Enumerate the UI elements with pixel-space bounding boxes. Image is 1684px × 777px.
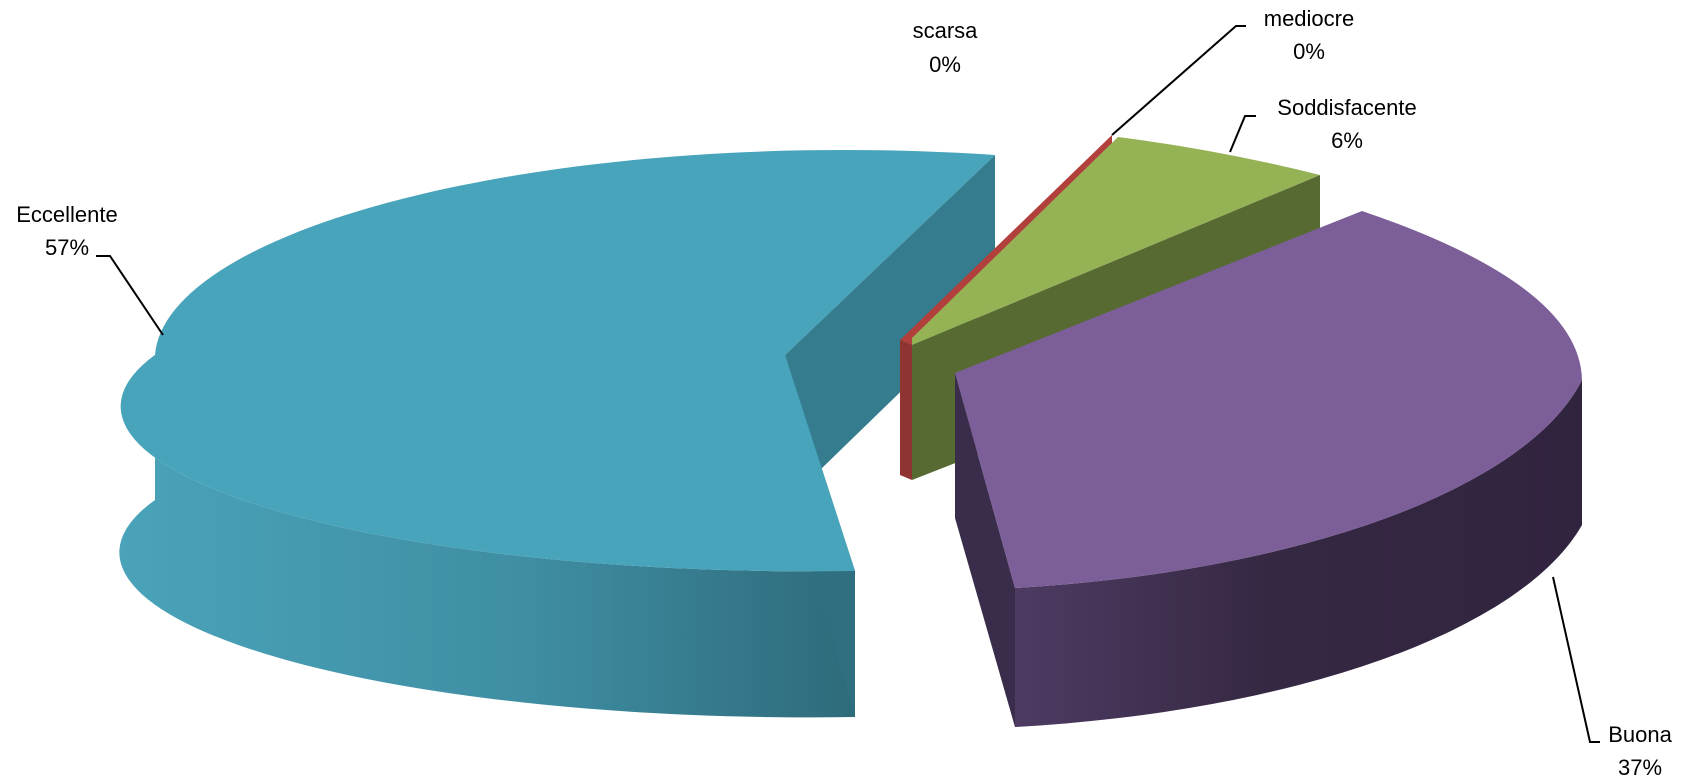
- label-scarsa: scarsa 0%: [913, 18, 979, 77]
- label-soddisfacente-value: 6%: [1331, 128, 1363, 153]
- leader-line-mediocre: [1111, 25, 1246, 136]
- label-eccellente: Eccellente 57%: [16, 202, 118, 260]
- label-mediocre-name: mediocre: [1264, 6, 1354, 31]
- leader-line-buona: [1552, 576, 1600, 743]
- label-soddisfacente-name: Soddisfacente: [1277, 95, 1416, 120]
- label-scarsa-value: 0%: [929, 52, 961, 77]
- label-buona-name: Buona: [1608, 722, 1672, 747]
- label-scarsa-name: scarsa: [913, 18, 979, 43]
- label-eccellente-value: 57%: [45, 235, 89, 260]
- slice-eccellente: [119, 149, 996, 718]
- leader-line-soddisfacente: [1229, 115, 1256, 153]
- leader-line-eccellente: [96, 255, 164, 336]
- slice-mediocre: [900, 135, 1112, 480]
- label-mediocre: mediocre 0%: [1264, 6, 1354, 64]
- slice-buona: [955, 211, 1582, 727]
- label-mediocre-value: 0%: [1293, 39, 1325, 64]
- label-soddisfacente: Soddisfacente 6%: [1277, 95, 1416, 153]
- label-buona: Buona 37%: [1608, 722, 1672, 777]
- label-eccellente-name: Eccellente: [16, 202, 118, 227]
- label-buona-value: 37%: [1618, 755, 1662, 777]
